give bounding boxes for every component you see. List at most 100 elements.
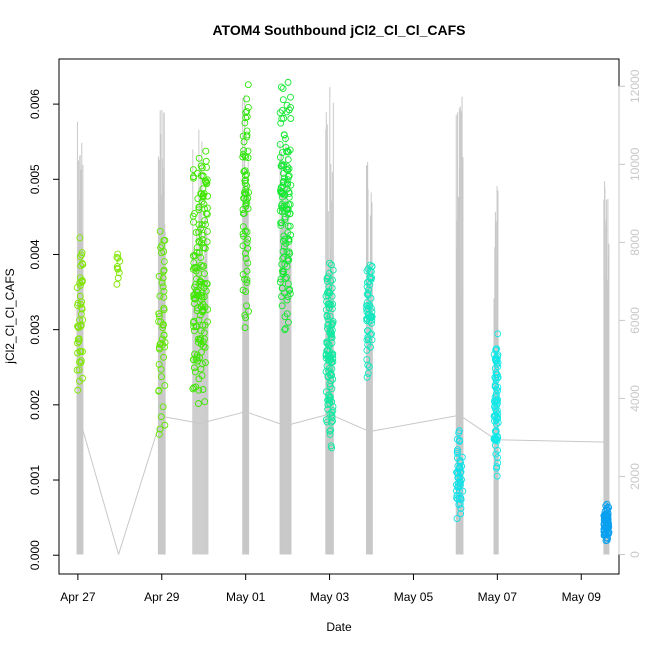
data-point — [284, 257, 292, 265]
data-point — [192, 229, 200, 236]
data-point — [189, 174, 197, 182]
data-point — [114, 254, 122, 262]
data-point — [79, 316, 87, 324]
data-point — [240, 168, 248, 175]
data-point — [202, 221, 209, 229]
data-point — [284, 156, 292, 164]
data-point — [327, 301, 335, 309]
data-point — [160, 258, 168, 266]
altitude-track — [329, 413, 370, 433]
data-point — [283, 248, 291, 256]
x-tick-label: May 07 — [478, 590, 518, 604]
data-point — [160, 306, 168, 314]
data-point — [239, 270, 247, 278]
data-point — [326, 399, 334, 407]
data-point — [195, 316, 203, 324]
data-point — [239, 223, 247, 231]
data-point — [457, 510, 465, 518]
data-point — [114, 274, 122, 282]
data-point — [113, 280, 121, 288]
data-point — [491, 405, 499, 413]
data-point — [190, 294, 198, 302]
data-point — [156, 292, 164, 300]
data-point — [241, 249, 249, 257]
data-point — [454, 446, 461, 454]
data-point — [74, 302, 82, 309]
data-point — [276, 109, 284, 117]
data-point — [492, 434, 500, 442]
data-point — [325, 391, 333, 399]
data-point — [367, 268, 375, 275]
data-point — [159, 274, 167, 282]
data-point — [323, 312, 331, 320]
data-point — [157, 413, 165, 421]
data-point — [365, 286, 373, 294]
data-point — [242, 255, 250, 262]
data-point — [200, 329, 208, 337]
data-point — [158, 373, 165, 381]
data-point — [190, 356, 198, 364]
data-point — [276, 141, 284, 148]
data-point — [74, 335, 82, 343]
data-point — [326, 430, 334, 438]
secondary-y-tick-label: 4000 — [628, 385, 642, 412]
plot-frame — [58, 58, 620, 575]
data-point — [490, 417, 498, 425]
data-point — [78, 249, 86, 257]
data-point — [329, 319, 337, 327]
series-may-02-cluster — [276, 78, 295, 334]
data-point — [363, 267, 371, 275]
data-point — [78, 298, 86, 306]
point-layer — [73, 78, 613, 545]
data-point — [284, 173, 292, 181]
data-point — [327, 426, 335, 434]
data-point — [202, 287, 210, 295]
data-point — [244, 259, 252, 267]
data-point — [280, 131, 288, 139]
data-point — [322, 388, 330, 396]
data-point — [159, 324, 167, 332]
data-point — [456, 480, 464, 488]
data-point — [155, 272, 163, 280]
data-point — [195, 221, 203, 229]
data-point — [457, 505, 465, 512]
data-point — [277, 83, 285, 91]
data-point — [197, 261, 205, 269]
data-point — [280, 169, 287, 177]
data-point — [280, 161, 288, 169]
data-point — [190, 327, 198, 335]
data-point — [323, 347, 331, 355]
data-point — [241, 275, 249, 283]
data-point — [74, 339, 81, 347]
data-point — [202, 147, 210, 155]
data-point — [454, 495, 462, 503]
data-point — [161, 343, 168, 351]
altitude-track — [459, 414, 497, 441]
data-point — [452, 487, 460, 495]
data-point — [287, 115, 295, 122]
data-point — [203, 280, 211, 288]
data-point — [494, 330, 502, 338]
data-point — [602, 517, 610, 525]
data-point — [160, 293, 168, 301]
data-point — [329, 350, 337, 358]
data-point — [363, 373, 371, 381]
data-point — [113, 253, 121, 261]
data-point — [279, 85, 287, 93]
data-point — [284, 166, 291, 174]
data-point — [368, 336, 376, 344]
data-point — [322, 354, 330, 362]
data-point — [195, 206, 203, 214]
data-point — [157, 365, 165, 373]
series-may-06-cluster — [452, 427, 467, 522]
data-point — [155, 387, 163, 395]
data-point — [278, 302, 286, 310]
altitude-track — [200, 411, 246, 424]
secondary-y-tick-label: 0 — [628, 551, 642, 558]
series-may-04-cluster — [363, 261, 376, 381]
data-point — [492, 356, 500, 364]
data-point — [204, 318, 211, 326]
data-point — [364, 370, 372, 377]
data-point — [245, 307, 252, 315]
data-point — [277, 222, 285, 230]
